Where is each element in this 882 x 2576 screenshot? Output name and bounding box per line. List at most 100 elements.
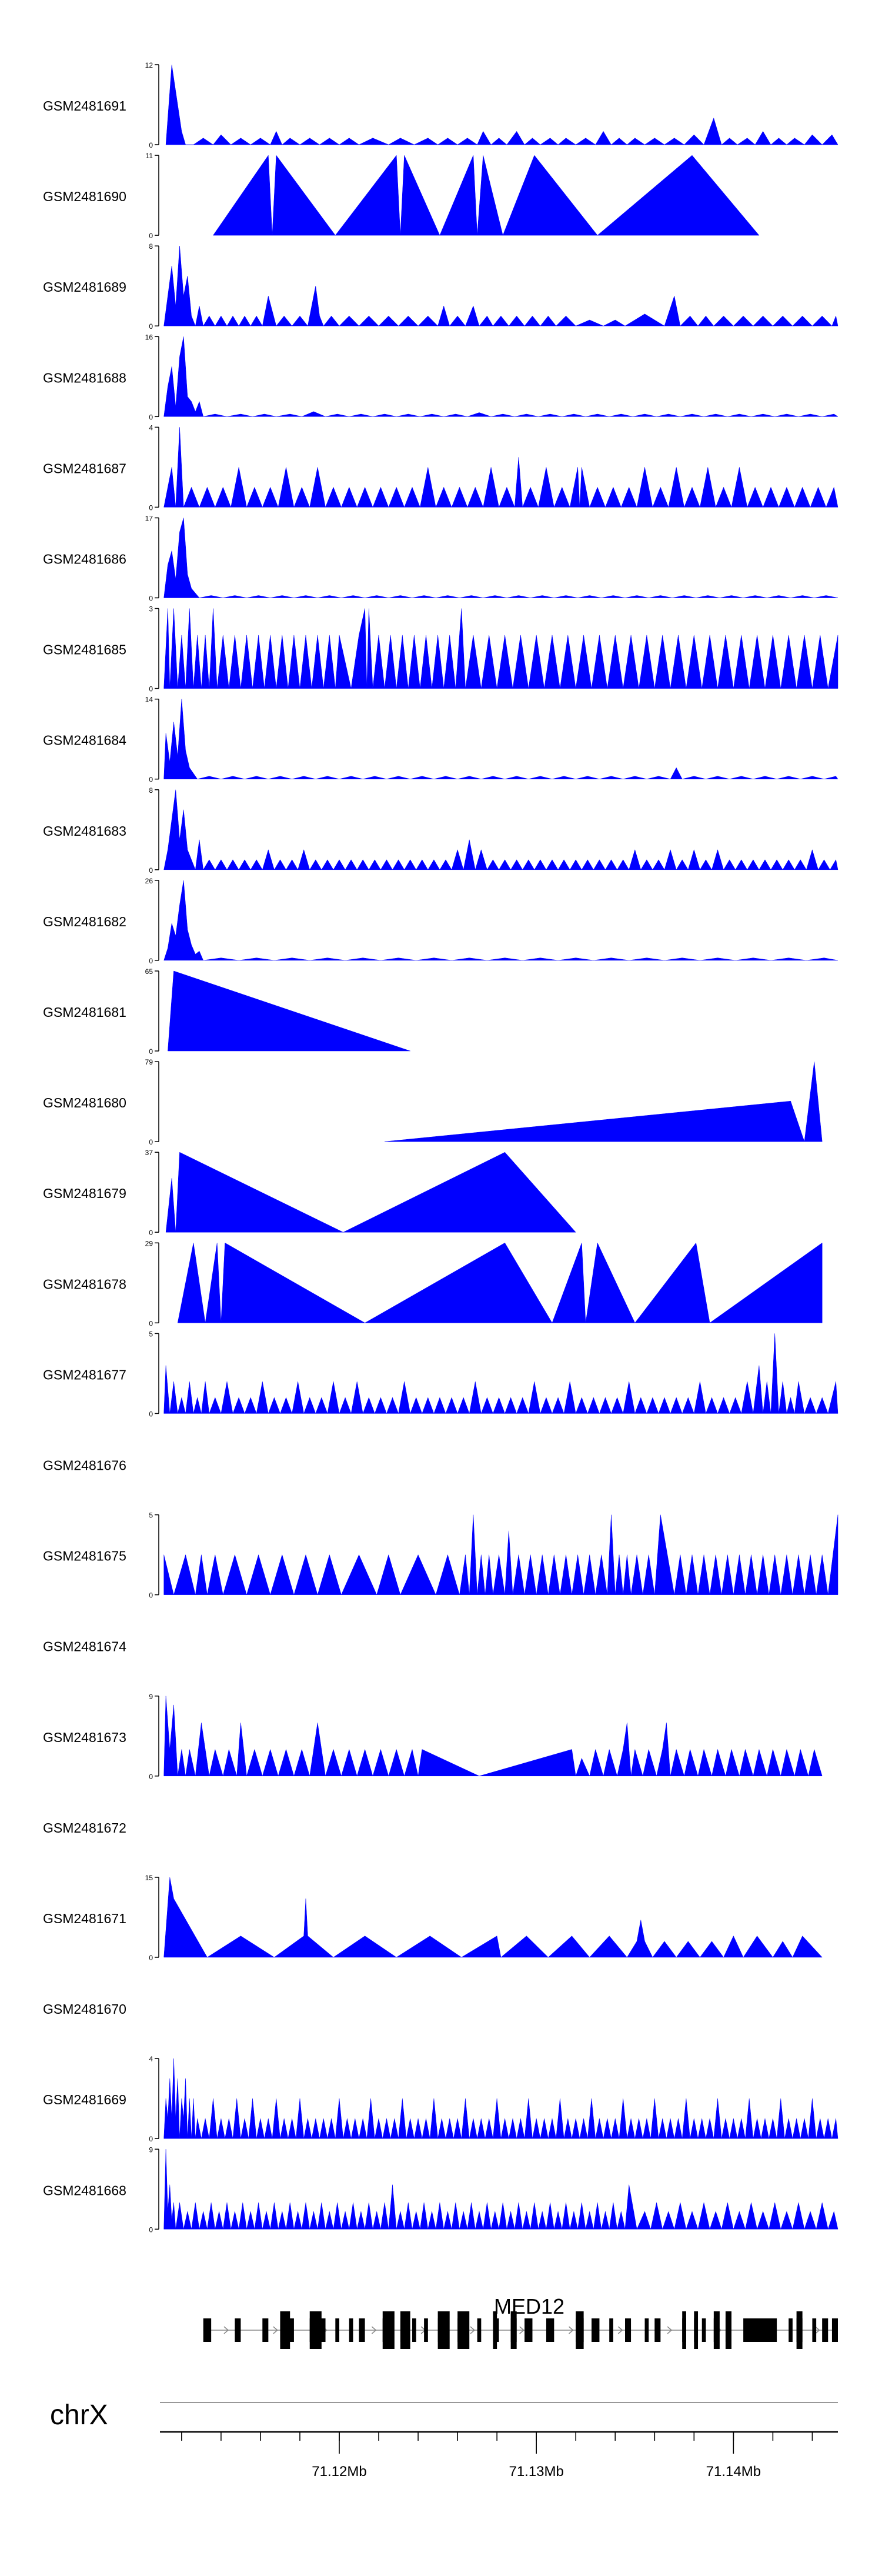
strand-arrow bbox=[569, 2326, 574, 2334]
strand-arrow bbox=[814, 2326, 820, 2334]
strand-arrow bbox=[470, 2326, 476, 2334]
y-tick-zero-label: 0 bbox=[149, 322, 153, 331]
track-label: GSM2481670 bbox=[43, 2001, 126, 2017]
exon bbox=[789, 2318, 793, 2342]
exon bbox=[412, 2318, 416, 2342]
track-label: GSM2481680 bbox=[43, 1095, 126, 1110]
exon-tall bbox=[694, 2311, 699, 2349]
gene-name: MED12 bbox=[494, 2294, 564, 2318]
y-tick-max-label: 65 bbox=[145, 967, 153, 976]
exon-tall bbox=[725, 2311, 732, 2349]
track-label: GSM2481690 bbox=[43, 189, 126, 204]
exon bbox=[203, 2318, 212, 2342]
y-tick-max-label: 11 bbox=[146, 152, 153, 160]
exon-tall bbox=[309, 2311, 322, 2349]
y-tick-zero-label: 0 bbox=[149, 1410, 153, 1418]
track-GSM2481679: GSM2481679 37 0 bbox=[43, 1149, 576, 1237]
coverage-area bbox=[163, 518, 838, 598]
exon bbox=[592, 2318, 600, 2342]
y-tick-zero-label: 0 bbox=[149, 866, 153, 875]
exon-tall bbox=[437, 2311, 450, 2349]
axis-tick-label: 71.14Mb bbox=[706, 2464, 761, 2480]
y-tick-zero-label: 0 bbox=[149, 1954, 153, 1962]
exon bbox=[262, 2318, 269, 2342]
gene-exons bbox=[203, 2311, 838, 2349]
track-label: GSM2481669 bbox=[43, 2092, 126, 2107]
coverage-area bbox=[165, 64, 838, 145]
track-GSM2481688: GSM2481688 16 0 bbox=[43, 333, 838, 421]
track-GSM2481675: GSM2481675 5 0 bbox=[43, 1511, 838, 1600]
y-tick-zero-label: 0 bbox=[149, 957, 153, 965]
track-GSM2481677: GSM2481677 5 0 bbox=[43, 1330, 838, 1418]
exon bbox=[625, 2318, 632, 2342]
y-tick-zero-label: 0 bbox=[149, 503, 153, 512]
coverage-area bbox=[163, 2058, 838, 2139]
track-label: GSM2481689 bbox=[43, 279, 126, 295]
y-tick-max-label: 9 bbox=[149, 2145, 153, 2154]
y-tick-max-label: 12 bbox=[145, 61, 153, 69]
coverage-area bbox=[213, 155, 760, 236]
exon bbox=[831, 2318, 838, 2342]
exon bbox=[424, 2318, 428, 2342]
exon-tall bbox=[280, 2311, 290, 2349]
y-tick-max-label: 29 bbox=[145, 1239, 153, 1247]
track-GSM2481671: GSM2481671 15 0 bbox=[43, 1874, 823, 1962]
track-label: GSM2481683 bbox=[43, 823, 126, 839]
y-tick-zero-label: 0 bbox=[149, 2225, 153, 2234]
exon-tall bbox=[682, 2311, 686, 2349]
track-label: GSM2481681 bbox=[43, 1005, 126, 1020]
y-tick-max-label: 8 bbox=[149, 786, 153, 795]
track-label: GSM2481687 bbox=[43, 461, 126, 476]
coverage-area bbox=[163, 608, 838, 689]
track-label: GSM2481686 bbox=[43, 552, 126, 567]
y-tick-max-label: 14 bbox=[145, 696, 153, 704]
exon bbox=[546, 2318, 554, 2342]
y-tick-max-label: 5 bbox=[149, 1511, 153, 1520]
y-tick-max-label: 5 bbox=[149, 1330, 153, 1338]
track-GSM2481676: GSM2481676 bbox=[43, 1458, 126, 1473]
track-GSM2481681: GSM2481681 65 0 bbox=[43, 967, 410, 1056]
coverage-area bbox=[163, 1877, 823, 1958]
strand-arrow bbox=[519, 2326, 524, 2334]
y-tick-zero-label: 0 bbox=[149, 141, 153, 149]
exon bbox=[812, 2318, 817, 2342]
axis-ticks: 71.12Mb 71.13Mb 71.14Mb bbox=[181, 2432, 813, 2480]
strand-arrow bbox=[667, 2326, 673, 2334]
track-label: GSM2481675 bbox=[43, 1549, 126, 1564]
track-GSM2481672: GSM2481672 bbox=[43, 1820, 126, 1836]
track-label: GSM2481678 bbox=[43, 1276, 126, 1292]
track-label: GSM2481673 bbox=[43, 1730, 126, 1745]
coverage-area bbox=[163, 336, 838, 417]
exon bbox=[359, 2318, 365, 2342]
exon bbox=[609, 2318, 613, 2342]
track-GSM2481691: GSM2481691 12 0 bbox=[43, 61, 838, 149]
track-label: GSM2481668 bbox=[43, 2183, 126, 2198]
y-tick-max-label: 17 bbox=[145, 515, 153, 523]
exon bbox=[701, 2318, 706, 2342]
track-GSM2481689: GSM2481689 8 0 bbox=[43, 242, 838, 331]
exon-tall bbox=[400, 2311, 410, 2349]
y-tick-zero-label: 0 bbox=[149, 1138, 153, 1146]
track-label: GSM2481677 bbox=[43, 1367, 126, 1382]
track-GSM2481668: GSM2481668 9 0 bbox=[43, 2145, 838, 2234]
coverage-area bbox=[163, 2149, 838, 2230]
track-GSM2481680: GSM2481680 79 0 bbox=[43, 1058, 823, 1146]
y-tick-zero-label: 0 bbox=[149, 685, 153, 693]
track-GSM2481690: GSM2481690 11 0 bbox=[43, 152, 760, 240]
y-tick-max-label: 8 bbox=[149, 242, 153, 251]
y-tick-zero-label: 0 bbox=[149, 1591, 153, 1600]
coverage-area bbox=[163, 789, 838, 870]
track-GSM2481670: GSM2481670 bbox=[43, 2001, 126, 2017]
exon bbox=[524, 2318, 533, 2342]
coverage-area bbox=[163, 1696, 823, 1777]
y-tick-zero-label: 0 bbox=[149, 1047, 153, 1056]
track-label: GSM2481685 bbox=[43, 642, 126, 658]
track-GSM2481685: GSM2481685 3 0 bbox=[43, 605, 838, 693]
track-label: GSM2481688 bbox=[43, 370, 126, 385]
y-tick-max-label: 9 bbox=[149, 1693, 153, 1701]
y-tick-zero-label: 0 bbox=[149, 1773, 153, 1781]
track-label: GSM2481676 bbox=[43, 1458, 126, 1473]
y-tick-max-label: 37 bbox=[145, 1149, 153, 1157]
track-label: GSM2481672 bbox=[43, 1820, 126, 1836]
